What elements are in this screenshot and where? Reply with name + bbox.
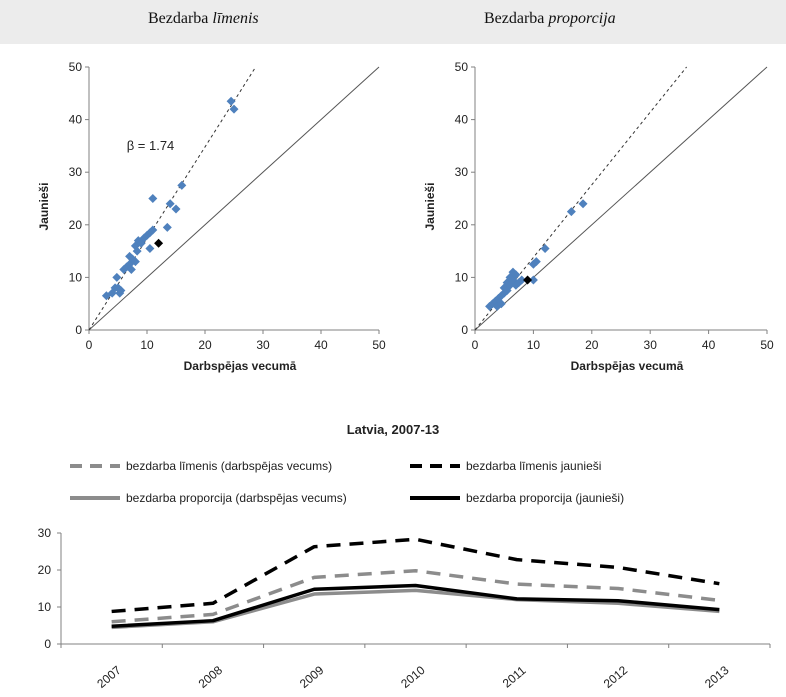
x-tick-label: 40: [314, 338, 328, 352]
data-point: [579, 199, 588, 208]
y-tick-label: 10: [69, 270, 83, 284]
x-tick-label: 2007: [94, 663, 124, 691]
data-point: [163, 223, 172, 232]
reference-line: [475, 67, 767, 330]
x-tick-label: 30: [256, 338, 270, 352]
data-point: [112, 273, 121, 282]
x-tick-label: 10: [527, 338, 541, 352]
y-tick-label: 30: [69, 165, 83, 179]
legend-label: bezdarba līmenis (darbspējas vecums): [126, 459, 332, 473]
y-tick-label: 0: [75, 323, 82, 337]
legend-label: bezdarba proporcija (darbspējas vecums): [126, 491, 347, 505]
y-tick-label: 0: [461, 323, 468, 337]
y-tick-label: 40: [455, 113, 469, 127]
right-heading-prefix: Bezdarba: [484, 10, 548, 27]
highlight-point-latvia: [523, 276, 532, 285]
y-tick-label: 30: [455, 165, 469, 179]
x-tick-label: 2009: [297, 663, 327, 691]
x-tick-label: 2012: [601, 663, 631, 691]
y-tick-label: 50: [455, 60, 469, 74]
x-tick-label: 50: [760, 338, 774, 352]
data-point: [541, 244, 550, 253]
x-tick-label: 2010: [398, 663, 428, 691]
beta-annotation: β = 1.74: [127, 138, 175, 153]
series-line: [112, 571, 720, 622]
data-point: [227, 97, 236, 106]
data-point: [177, 181, 186, 190]
y-axis-label: Jaunieši: [37, 182, 51, 230]
x-tick-label: 40: [702, 338, 716, 352]
y-tick-label: 20: [69, 218, 83, 232]
y-tick-label: 30: [38, 526, 52, 540]
y-tick-label: 40: [69, 113, 83, 127]
data-point: [172, 205, 181, 214]
line-chart-title: Latvia, 2007-13: [347, 422, 440, 437]
legend-label: bezdarba līmenis jaunieši: [466, 459, 601, 473]
right-heading-italic: proporcija: [548, 10, 615, 27]
x-axis-label: Darbspējas vecumā: [571, 359, 684, 373]
left-chart-heading: Bezdarba līmenis: [148, 10, 259, 28]
legend-label: bezdarba proporcija (jaunieši): [466, 491, 624, 505]
x-tick-label: 20: [585, 338, 599, 352]
right-chart-heading: Bezdarba proporcija: [484, 10, 616, 28]
x-tick-label: 50: [372, 338, 386, 352]
x-tick-label: 2011: [500, 663, 529, 691]
highlight-point-latvia: [154, 239, 163, 248]
left-heading-italic: līmenis: [212, 10, 258, 27]
x-tick-label: 10: [140, 338, 154, 352]
y-tick-label: 10: [455, 270, 469, 284]
data-point: [567, 207, 576, 216]
x-tick-label: 0: [86, 338, 93, 352]
left-heading-prefix: Bezdarba: [148, 10, 212, 27]
y-tick-label: 50: [69, 60, 83, 74]
line-chart-latvia: Latvia, 2007-13 bezdarba līmenis (darbspē…: [0, 410, 786, 697]
x-tick-label: 20: [198, 338, 212, 352]
data-point: [145, 244, 154, 253]
y-tick-label: 20: [455, 218, 469, 232]
y-tick-label: 0: [44, 637, 51, 651]
y-tick-label: 10: [38, 600, 52, 614]
data-point: [148, 194, 157, 203]
x-tick-label: 0: [472, 338, 479, 352]
x-tick-label: 2013: [702, 663, 732, 691]
scatter-chart-level: 0 10 20 30 40 50 0 10 20 30 40 50 β = 1.74 Darbspējas…: [0, 44, 393, 389]
x-axis-label: Darbspējas vecumā: [184, 359, 297, 373]
x-tick-label: 2008: [196, 663, 226, 691]
y-axis-label: Jaunieši: [423, 182, 437, 230]
x-tick-label: 30: [644, 338, 658, 352]
y-tick-label: 20: [38, 563, 52, 577]
scatter-chart-proportion: 0 10 20 30 40 50 0 10 20 30 40 50 Darbspējas vecumā J…: [393, 44, 786, 389]
